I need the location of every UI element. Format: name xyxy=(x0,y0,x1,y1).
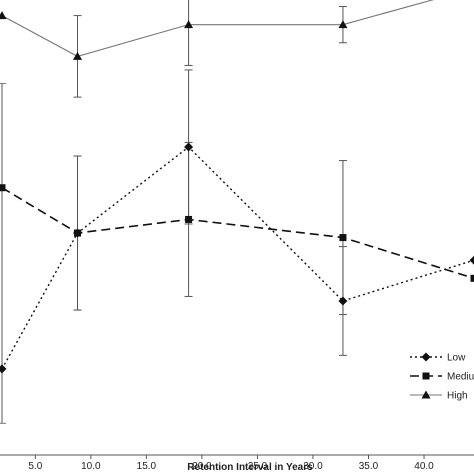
legend-label-low: Low xyxy=(447,353,466,364)
series-line-high xyxy=(1,0,435,57)
x-tick-label: 25.0 xyxy=(248,461,268,472)
x-tick-label: 15.0 xyxy=(137,461,157,472)
legend: Low Mediu High xyxy=(410,352,474,402)
x-tick-label: 30.0 xyxy=(303,461,323,472)
x-tick-label: 35.0 xyxy=(359,461,379,472)
data-point-high xyxy=(0,11,7,20)
legend-marker-low xyxy=(421,352,431,362)
legend-label-mediu: Mediu xyxy=(447,372,474,383)
series-group xyxy=(0,0,474,374)
series-line-low xyxy=(1,146,474,370)
x-tick-label: 5.0 xyxy=(28,461,42,472)
legend-marker-high xyxy=(421,390,431,399)
data-point-high xyxy=(73,51,83,60)
data-point-low xyxy=(0,364,7,374)
error-bars xyxy=(0,0,347,424)
data-point-low xyxy=(338,296,348,306)
data-point-high xyxy=(338,20,348,29)
data-point-mediu xyxy=(74,229,82,237)
data-point-low xyxy=(184,142,194,152)
x-tick-labels: 5.0 10.0 15.0 20.0 25.0 30.0 35.0 40.0 xyxy=(28,455,434,472)
x-tick-label: 40.0 xyxy=(414,461,434,472)
data-point-mediu xyxy=(339,234,347,242)
x-tick-label: 10.0 xyxy=(81,461,101,472)
data-point-low xyxy=(469,255,474,265)
legend-label-high: High xyxy=(447,391,468,402)
x-axis-title: Retention Interval in Years xyxy=(187,462,313,473)
data-point-mediu xyxy=(470,274,474,282)
legend-marker-mediu xyxy=(422,372,430,380)
data-point-high xyxy=(184,20,194,29)
data-point-mediu xyxy=(185,215,193,223)
data-point-mediu xyxy=(0,184,6,192)
series-line-mediu xyxy=(1,187,474,280)
x-tick-label: 20.0 xyxy=(192,461,212,472)
